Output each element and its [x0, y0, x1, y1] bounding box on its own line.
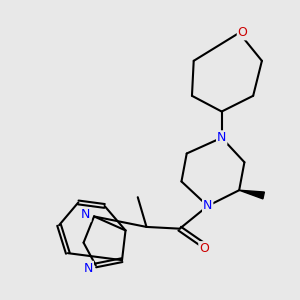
Text: N: N	[81, 208, 91, 221]
Text: O: O	[238, 26, 248, 39]
Text: N: N	[84, 262, 93, 275]
Polygon shape	[239, 190, 264, 199]
Text: N: N	[203, 200, 212, 212]
Text: O: O	[199, 242, 209, 255]
Text: N: N	[217, 131, 226, 144]
